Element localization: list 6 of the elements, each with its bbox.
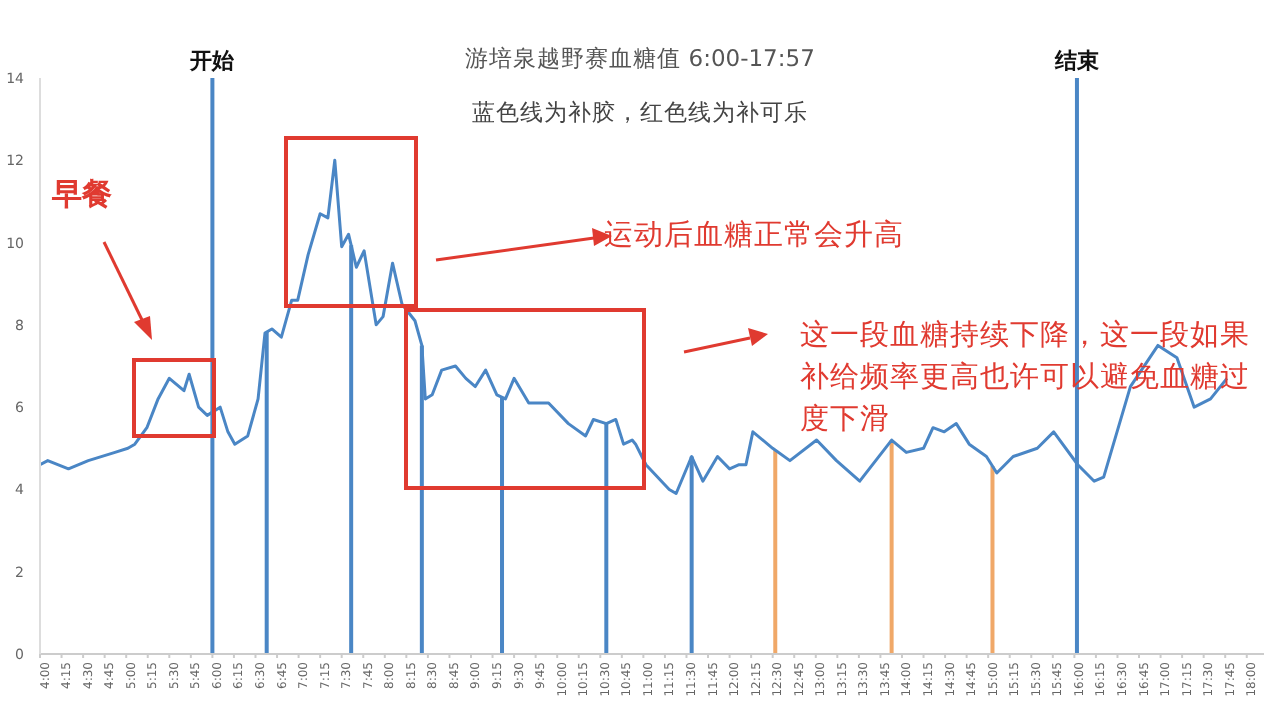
annotation: 运动后血糖正常会升高 — [604, 217, 904, 254]
ref-line-label: 开始 — [188, 48, 237, 74]
text: 蓝色线为补胶，红色线为补可乐 — [470, 98, 810, 128]
annotation: 早餐 — [52, 176, 112, 214]
ref-line-label: 结束 — [1052, 48, 1099, 74]
chart-title: 游培泉越野赛血糖值 6:00-17:57 — [463, 44, 817, 74]
